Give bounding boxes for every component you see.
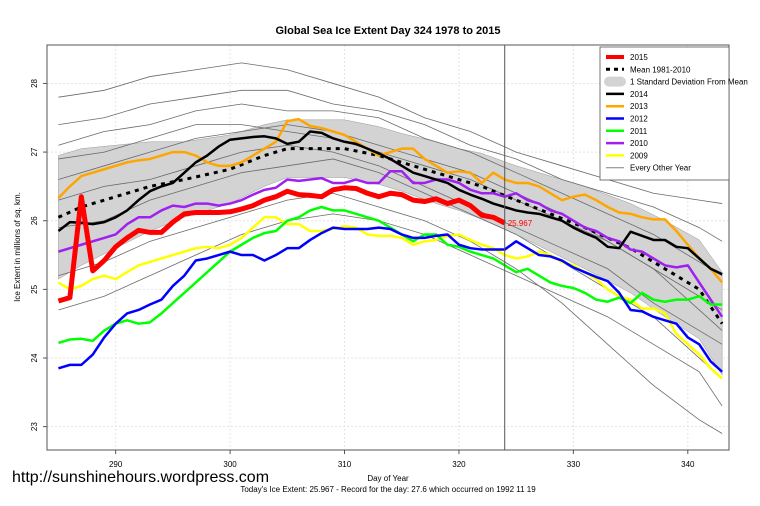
legend-label: 2013	[630, 102, 648, 111]
y-tick-label: 27	[30, 147, 39, 156]
legend: 2015 Mean 1981-2010 1 Standard Deviation F…	[599, 46, 748, 181]
watermark-url: http://sunshinehours.wordpress.com	[12, 469, 270, 486]
other-year-line	[58, 192, 723, 434]
other-year-line	[58, 103, 723, 276]
series-2012-line	[58, 226, 723, 373]
x-tick-label: 340	[681, 460, 695, 469]
y-tick-label: 25	[30, 284, 39, 293]
legend-label: Mean 1981-2010	[630, 65, 691, 74]
y-axis: 23 24 25 26 27 28	[30, 78, 47, 431]
other-year-line	[58, 144, 723, 345]
year-series	[57, 117, 724, 380]
x-tick-label: 330	[567, 460, 581, 469]
y-tick-label: 24	[30, 353, 39, 362]
current-value-label: 25.967	[508, 219, 533, 228]
x-axis: 290 300 310 320 330 340	[109, 450, 695, 469]
chart-title: Global Sea Ice Extent Day 324 1978 to 20…	[275, 25, 500, 37]
series-2015-line	[57, 185, 506, 304]
y-tick-label: 28	[30, 78, 39, 87]
other-year-line	[58, 89, 723, 242]
x-tick-label: 310	[338, 460, 352, 469]
series-2011-line	[58, 205, 723, 345]
x-tick-label: 300	[223, 460, 237, 469]
x-axis-label: Day of Year	[367, 474, 409, 483]
legend-label: 2012	[630, 115, 648, 124]
legend-swatch	[604, 76, 626, 87]
legend-label: 2015	[630, 53, 648, 62]
y-tick-label: 23	[30, 422, 39, 431]
x-tick-label: 320	[452, 460, 466, 469]
plot-frame	[46, 44, 730, 451]
legend-label: 2014	[630, 90, 648, 99]
other-years-lines	[58, 62, 723, 434]
x-tick-label: 290	[109, 460, 123, 469]
y-tick-label: 26	[30, 216, 39, 225]
series-2010-line	[58, 170, 724, 318]
other-year-line	[58, 213, 723, 407]
footer-note: Today's Ice Extent: 25.967 - Record for …	[240, 485, 536, 494]
legend-box	[599, 46, 730, 181]
series-2014-line	[57, 130, 723, 276]
series-2009-line	[57, 216, 723, 380]
legend-label: 1 Standard Deviation From Mean	[630, 78, 748, 87]
other-year-line	[58, 62, 723, 204]
legend-label: 2010	[630, 139, 648, 148]
other-year-line	[58, 124, 723, 331]
legend-label: 2009	[630, 151, 648, 160]
legend-label: Every Other Year	[630, 164, 691, 173]
series-2013-line	[57, 117, 724, 284]
legend-label: 2011	[630, 127, 648, 136]
y-axis-label: Ice Extent in millions of sq. km.	[13, 192, 22, 302]
